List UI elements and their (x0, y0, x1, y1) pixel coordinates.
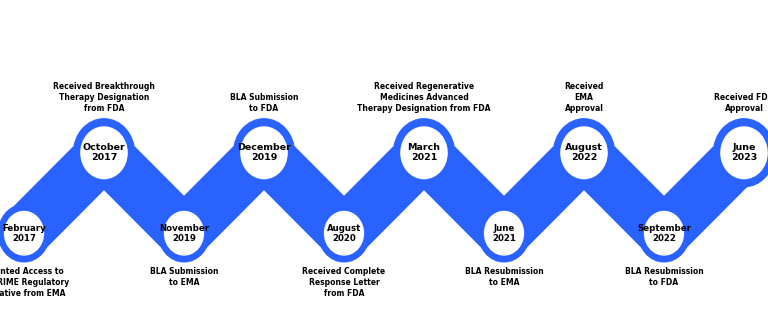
Circle shape (81, 127, 127, 179)
Text: BLA Submission
to EMA: BLA Submission to EMA (150, 267, 218, 287)
Text: Roctavian: Clinical and Commercial Milestones: Roctavian: Clinical and Commercial Miles… (213, 17, 555, 33)
Text: BLA Resubmission
to FDA: BLA Resubmission to FDA (624, 267, 703, 287)
Circle shape (158, 205, 210, 262)
Circle shape (561, 127, 607, 179)
Circle shape (644, 211, 684, 255)
Text: Received Complete
Response Letter
from FDA: Received Complete Response Letter from F… (303, 267, 386, 298)
Text: February
2017: February 2017 (2, 223, 46, 243)
Text: December
2019: December 2019 (237, 143, 291, 163)
Circle shape (713, 119, 768, 187)
Circle shape (74, 119, 134, 187)
Circle shape (5, 211, 44, 255)
Text: August
2020: August 2020 (327, 223, 361, 243)
Circle shape (554, 119, 614, 187)
Circle shape (485, 211, 524, 255)
Text: June
2021: June 2021 (492, 223, 516, 243)
Circle shape (319, 205, 369, 262)
Circle shape (0, 205, 50, 262)
Circle shape (164, 211, 204, 255)
Circle shape (721, 127, 767, 179)
Circle shape (233, 119, 294, 187)
Text: June
2023: June 2023 (731, 143, 757, 163)
Text: Received FDA
Approval: Received FDA Approval (714, 93, 768, 114)
Circle shape (638, 205, 690, 262)
Text: March
2021: March 2021 (408, 143, 441, 163)
Text: BLA Resubmission
to EMA: BLA Resubmission to EMA (465, 267, 544, 287)
Circle shape (393, 119, 455, 187)
Circle shape (325, 211, 363, 255)
Circle shape (401, 127, 447, 179)
Text: September
2022: September 2022 (637, 223, 691, 243)
Text: Received Regenerative
Medicines Advanced
Therapy Designation from FDA: Received Regenerative Medicines Advanced… (357, 82, 491, 114)
Text: Granted Access to
its PRIME Regulatory
Initiative from EMA: Granted Access to its PRIME Regulatory I… (0, 267, 70, 298)
Text: Received Breakthrough
Therapy Designation
from FDA: Received Breakthrough Therapy Designatio… (53, 82, 155, 114)
Circle shape (241, 127, 287, 179)
Circle shape (478, 205, 530, 262)
Text: BLA Submission
to FDA: BLA Submission to FDA (230, 93, 298, 114)
Text: August
2022: August 2022 (565, 143, 603, 163)
Text: October
2017: October 2017 (83, 143, 125, 163)
Text: November
2019: November 2019 (159, 223, 209, 243)
Text: Received
EMA
Approval: Received EMA Approval (564, 82, 604, 114)
